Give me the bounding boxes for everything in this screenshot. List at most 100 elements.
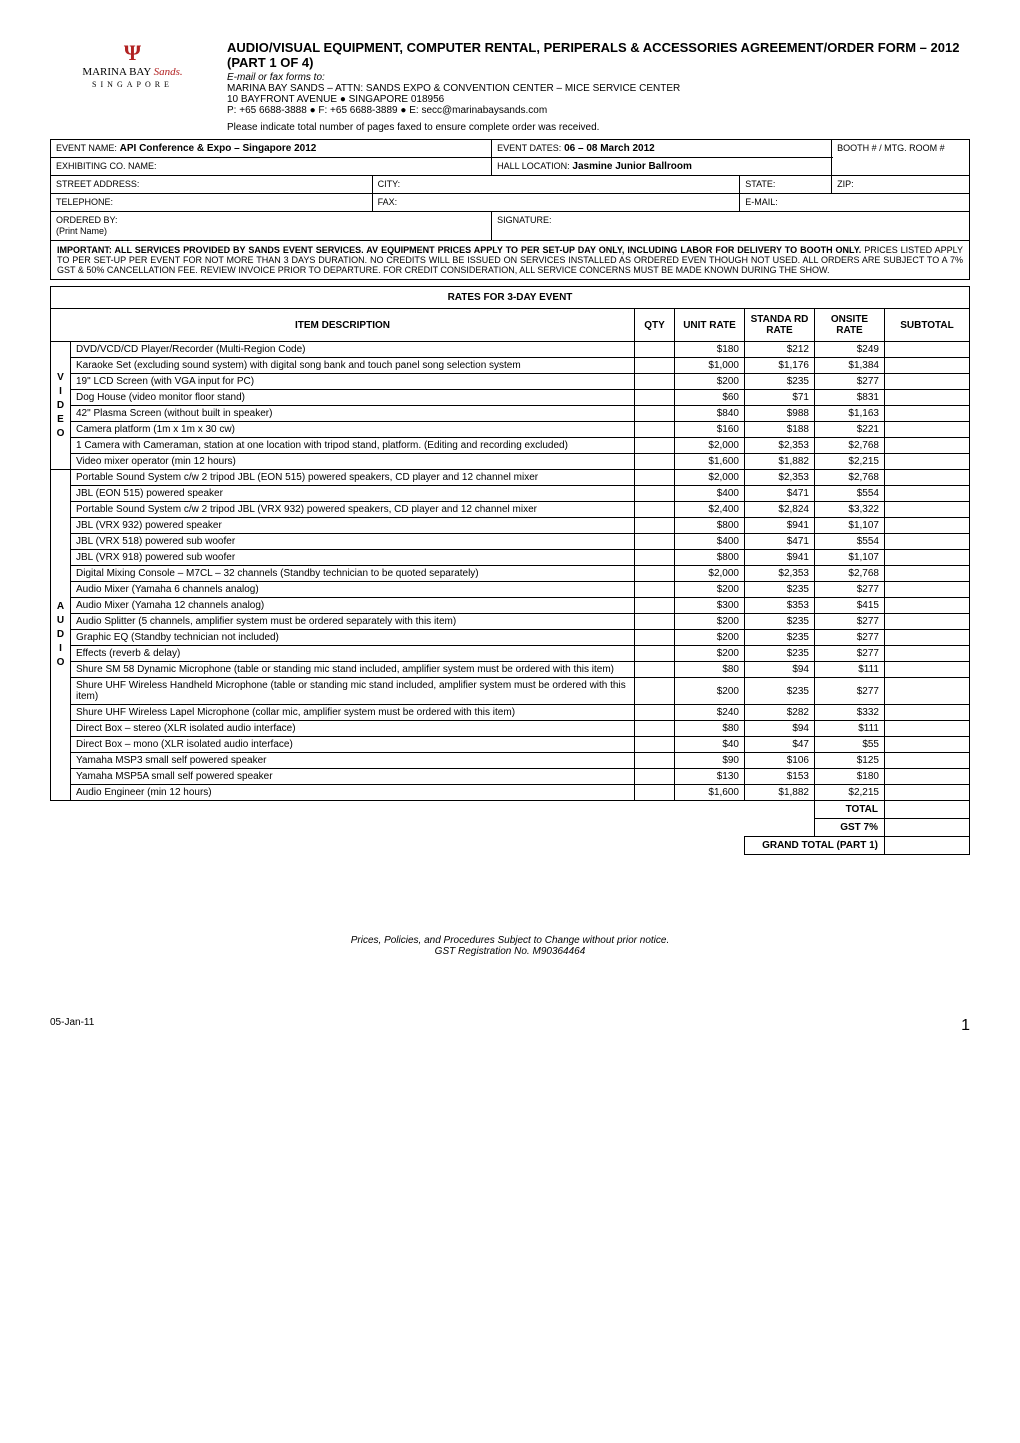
subtotal-input[interactable] (885, 678, 970, 705)
rate-value: $400 (675, 486, 745, 502)
item-desc: Camera platform (1m x 1m x 30 cw) (71, 422, 635, 438)
qty-input[interactable] (635, 705, 675, 721)
rate-value: $235 (745, 630, 815, 646)
subtotal-input[interactable] (885, 422, 970, 438)
rate-value: $300 (675, 598, 745, 614)
subtotal-input[interactable] (885, 454, 970, 470)
subtotal-input[interactable] (885, 630, 970, 646)
subtotal-input[interactable] (885, 342, 970, 358)
qty-input[interactable] (635, 566, 675, 582)
rates-table: RATES FOR 3-DAY EVENT ITEM DESCRIPTION Q… (50, 286, 970, 855)
footer-line2: GST Registration No. M90364464 (50, 946, 970, 957)
subtotal-input[interactable] (885, 518, 970, 534)
qty-input[interactable] (635, 614, 675, 630)
subtotal-input[interactable] (885, 358, 970, 374)
subtotal-input[interactable] (885, 753, 970, 769)
ordered-by-label: ORDERED BY: (56, 215, 118, 225)
qty-input[interactable] (635, 502, 675, 518)
rate-value: $130 (675, 769, 745, 785)
rate-value: $941 (745, 518, 815, 534)
rate-value: $554 (815, 534, 885, 550)
rate-value: $200 (675, 614, 745, 630)
item-desc: Shure UHF Wireless Lapel Microphone (col… (71, 705, 635, 721)
footer-line1: Prices, Policies, and Procedures Subject… (50, 935, 970, 946)
rate-value: $90 (675, 753, 745, 769)
qty-input[interactable] (635, 646, 675, 662)
col-qty: QTY (635, 309, 675, 342)
qty-input[interactable] (635, 390, 675, 406)
qty-input[interactable] (635, 598, 675, 614)
item-desc: Effects (reverb & delay) (71, 646, 635, 662)
tel-label: TELEPHONE: (56, 197, 113, 207)
subtotal-input[interactable] (885, 438, 970, 454)
qty-input[interactable] (635, 342, 675, 358)
subtotal-input[interactable] (885, 705, 970, 721)
subtotal-input[interactable] (885, 769, 970, 785)
subtotal-input[interactable] (885, 598, 970, 614)
rate-value: $153 (745, 769, 815, 785)
item-desc: JBL (VRX 918) powered sub woofer (71, 550, 635, 566)
qty-input[interactable] (635, 486, 675, 502)
qty-input[interactable] (635, 753, 675, 769)
rate-value: $840 (675, 406, 745, 422)
subtotal-input[interactable] (885, 737, 970, 753)
qty-input[interactable] (635, 534, 675, 550)
subtotal-input[interactable] (885, 406, 970, 422)
subtotal-input[interactable] (885, 374, 970, 390)
col-subtotal: SUBTOTAL (885, 309, 970, 342)
rate-value: $235 (745, 678, 815, 705)
rate-value: $2,215 (815, 454, 885, 470)
subtotal-input[interactable] (885, 582, 970, 598)
subtotal-input[interactable] (885, 646, 970, 662)
item-desc: Dog House (video monitor floor stand) (71, 390, 635, 406)
qty-input[interactable] (635, 678, 675, 705)
qty-input[interactable] (635, 550, 675, 566)
qty-input[interactable] (635, 769, 675, 785)
qty-input[interactable] (635, 518, 675, 534)
rate-value: $240 (675, 705, 745, 721)
item-desc: Direct Box – mono (XLR isolated audio in… (71, 737, 635, 753)
rate-value: $2,353 (745, 566, 815, 582)
rate-value: $200 (675, 630, 745, 646)
qty-input[interactable] (635, 582, 675, 598)
rate-value: $60 (675, 390, 745, 406)
subtotal-input[interactable] (885, 614, 970, 630)
qty-input[interactable] (635, 721, 675, 737)
subtotal-input[interactable] (885, 486, 970, 502)
important-bold: IMPORTANT: ALL SERVICES PROVIDED BY SAND… (57, 245, 861, 255)
subtotal-input[interactable] (885, 785, 970, 801)
item-desc: Direct Box – stereo (XLR isolated audio … (71, 721, 635, 737)
subtotal-input[interactable] (885, 566, 970, 582)
rate-value: $277 (815, 630, 885, 646)
rate-value: $2,353 (745, 470, 815, 486)
zip-label: ZIP: (837, 179, 854, 189)
qty-input[interactable] (635, 785, 675, 801)
item-desc: JBL (VRX 518) powered sub woofer (71, 534, 635, 550)
qty-input[interactable] (635, 630, 675, 646)
subtotal-input[interactable] (885, 662, 970, 678)
qty-input[interactable] (635, 422, 675, 438)
qty-input[interactable] (635, 737, 675, 753)
rate-value: $200 (675, 582, 745, 598)
rate-value: $111 (815, 662, 885, 678)
rate-value: $2,000 (675, 566, 745, 582)
qty-input[interactable] (635, 406, 675, 422)
subtotal-input[interactable] (885, 534, 970, 550)
subtotal-input[interactable] (885, 390, 970, 406)
qty-input[interactable] (635, 438, 675, 454)
total-label: TOTAL (815, 801, 885, 819)
subtotal-input[interactable] (885, 470, 970, 486)
item-desc: Audio Mixer (Yamaha 12 channels analog) (71, 598, 635, 614)
event-dates-label: EVENT DATES: (497, 143, 561, 153)
subtotal-input[interactable] (885, 502, 970, 518)
qty-input[interactable] (635, 454, 675, 470)
rate-value: $2,215 (815, 785, 885, 801)
qty-input[interactable] (635, 470, 675, 486)
qty-input[interactable] (635, 662, 675, 678)
item-desc: 19" LCD Screen (with VGA input for PC) (71, 374, 635, 390)
qty-input[interactable] (635, 374, 675, 390)
rate-value: $400 (675, 534, 745, 550)
qty-input[interactable] (635, 358, 675, 374)
subtotal-input[interactable] (885, 721, 970, 737)
subtotal-input[interactable] (885, 550, 970, 566)
